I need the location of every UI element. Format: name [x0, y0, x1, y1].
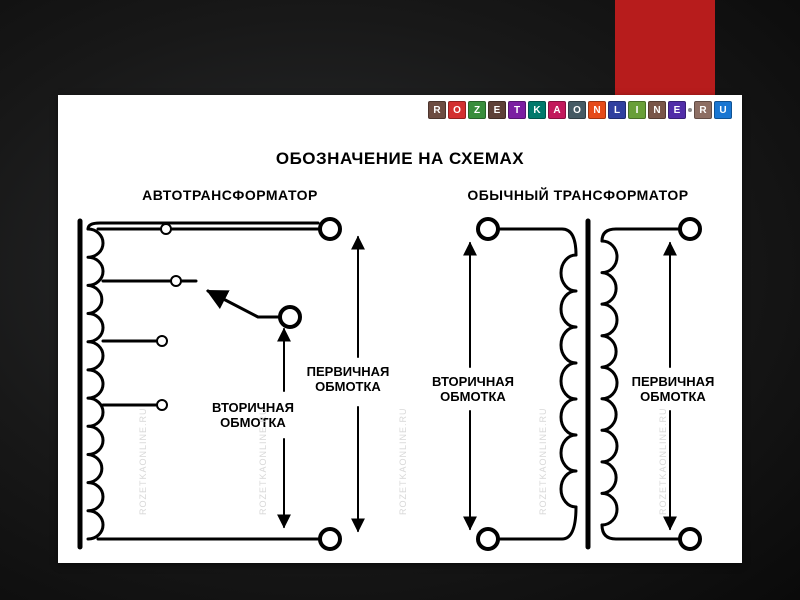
accent-bar [615, 0, 715, 100]
left-secondary-label: ВТОРИЧНАЯ ОБМОТКА [198, 401, 308, 431]
left-subtitle: АВТОТРАНСФОРМАТОР [80, 187, 380, 203]
right-secondary-label: ВТОРИЧНАЯ ОБМОТКА [418, 375, 528, 405]
left-primary-label: ПЕРВИЧНАЯ ОБМОТКА [298, 365, 398, 395]
right-subtitle: ОБЫЧНЫЙ ТРАНСФОРМАТОР [428, 187, 728, 203]
source-logo: ROZETKAONLINERU [428, 101, 732, 119]
diagram-figure: ROZETKAONLINERU ОБОЗНАЧЕНИЕ НА СХЕМАХ АВ… [58, 95, 742, 563]
diagram-title: ОБОЗНАЧЕНИЕ НА СХЕМАХ [58, 149, 742, 169]
slide: ROZETKAONLINERU ОБОЗНАЧЕНИЕ НА СХЕМАХ АВ… [0, 0, 800, 600]
right-primary-label: ПЕРВИЧНАЯ ОБМОТКА [618, 375, 728, 405]
